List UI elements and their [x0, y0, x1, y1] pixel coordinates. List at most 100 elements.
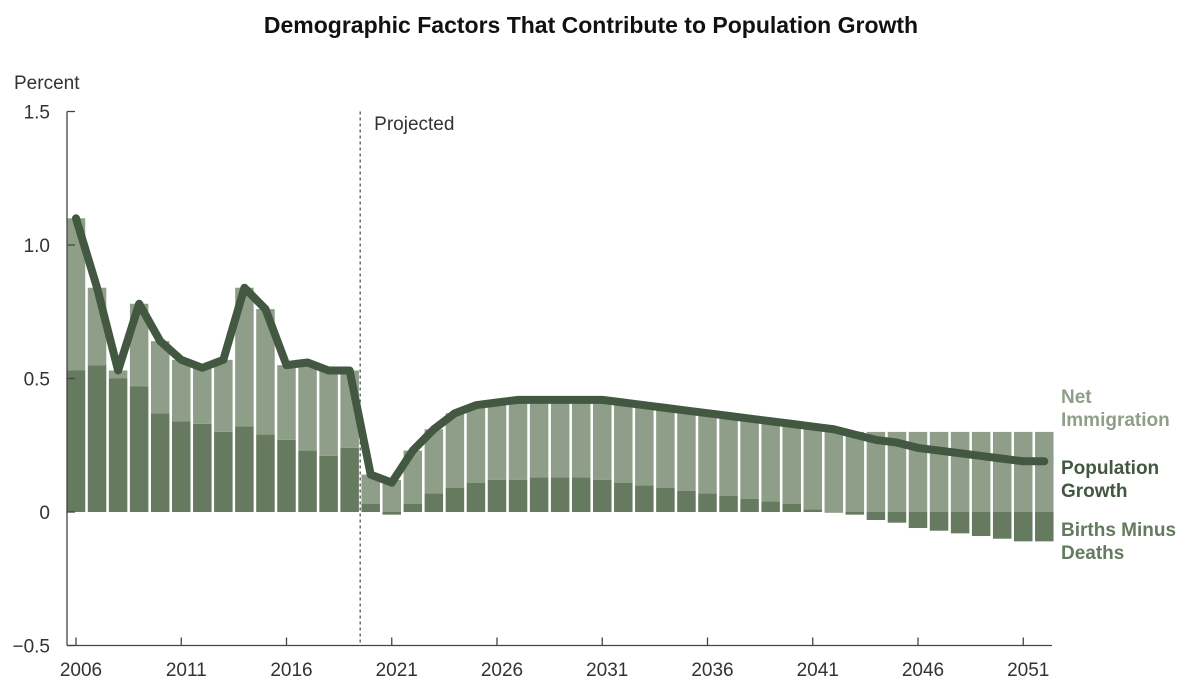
bar-net-immigration-2027 — [508, 399, 528, 480]
y-axis-label: Percent — [14, 73, 80, 94]
legend-births-minus-deaths-line: Deaths — [1061, 543, 1124, 564]
bar-births-minus-deaths-2030 — [571, 477, 591, 512]
bar-births-minus-deaths-2027 — [508, 479, 528, 512]
x-tick-label: 2011 — [166, 660, 207, 681]
bar-net-immigration-2045 — [887, 431, 907, 512]
legend-net-immigration: Net Immigration — [1061, 387, 1170, 431]
bar-net-immigration-2010 — [150, 341, 170, 414]
bar-net-immigration-2034 — [656, 407, 675, 488]
bar-births-minus-deaths-2011 — [172, 421, 191, 512]
x-tick-label: 2026 — [481, 660, 523, 681]
bar-net-immigration-2014 — [235, 287, 254, 427]
bar-births-minus-deaths-2023 — [424, 493, 444, 512]
bar-births-minus-deaths-2039 — [761, 501, 780, 512]
x-tick-label: 2016 — [270, 660, 312, 681]
bar-net-immigration-2042 — [824, 431, 844, 512]
projection-label: Projected — [374, 114, 454, 135]
legend-net-immigration-line: Immigration — [1061, 410, 1170, 431]
legend-population-growth-line: Growth — [1061, 481, 1128, 502]
bar-births-minus-deaths-2018 — [319, 455, 338, 512]
bar-net-immigration-2040 — [782, 423, 801, 504]
bar-net-immigration-2029 — [550, 399, 570, 478]
y-tick-label: −0.5 — [12, 637, 50, 658]
legend-group: Net Immigration Population Growth Births Min… — [1061, 387, 1176, 564]
bar-births-minus-deaths-2032 — [614, 482, 633, 512]
x-tick-label: 2006 — [60, 660, 102, 681]
legend-population-growth: Population Growth — [1061, 458, 1159, 502]
bar-net-immigration-2052 — [1035, 431, 1054, 512]
bar-births-minus-deaths-2047 — [929, 512, 949, 531]
bar-births-minus-deaths-2048 — [950, 512, 970, 534]
projection-group: Projected — [359, 111, 454, 646]
bar-births-minus-deaths-2050 — [992, 512, 1012, 539]
bar-births-minus-deaths-2007 — [87, 365, 107, 512]
bar-births-minus-deaths-2049 — [971, 512, 991, 537]
bar-net-immigration-2051 — [1014, 431, 1033, 512]
bar-net-immigration-2024 — [445, 413, 465, 488]
bar-net-immigration-2031 — [593, 399, 612, 480]
bar-births-minus-deaths-2045 — [887, 512, 907, 523]
y-tick-label: 1.0 — [24, 236, 50, 257]
bar-net-immigration-2006 — [66, 218, 86, 371]
bar-net-immigration-2023 — [424, 429, 444, 494]
y-tick-label: 0 — [39, 503, 50, 524]
bar-net-immigration-2025 — [466, 405, 486, 483]
bar-net-immigration-2028 — [529, 399, 549, 478]
y-tick-label: 1.5 — [24, 103, 50, 124]
bar-net-immigration-2035 — [677, 410, 696, 491]
bar-births-minus-deaths-2038 — [740, 498, 759, 512]
bar-births-minus-deaths-2015 — [256, 434, 275, 512]
bar-births-minus-deaths-2036 — [698, 493, 717, 512]
axes-group: 1.5 1.0 0.5 0 −0.5 2006 2011 2016 2021 2026 2031 20… — [12, 103, 1052, 681]
bar-net-immigration-2032 — [614, 402, 633, 483]
bar-births-minus-deaths-2024 — [445, 487, 465, 512]
x-tick-label: 2041 — [797, 660, 839, 681]
x-tick-label: 2036 — [691, 660, 733, 681]
bar-net-immigration-2048 — [950, 431, 970, 512]
bar-births-minus-deaths-2026 — [487, 479, 507, 512]
bar-net-immigration-2016 — [277, 365, 296, 440]
bar-births-minus-deaths-2052 — [1035, 512, 1054, 542]
bar-net-immigration-2044 — [866, 431, 886, 512]
bar-births-minus-deaths-2020 — [361, 503, 380, 512]
bar-births-minus-deaths-2034 — [656, 487, 675, 512]
bar-births-minus-deaths-2051 — [1014, 512, 1033, 542]
bar-net-immigration-2026 — [487, 402, 507, 480]
x-tick-label: 2031 — [586, 660, 628, 681]
bar-births-minus-deaths-2041 — [803, 509, 822, 512]
bar-net-immigration-2008 — [108, 370, 128, 379]
bar-net-immigration-2049 — [971, 431, 991, 512]
line-group — [72, 214, 1049, 487]
population-growth-line — [72, 214, 1049, 487]
bar-net-immigration-2011 — [172, 359, 191, 422]
bar-births-minus-deaths-2021 — [382, 512, 401, 515]
bar-births-minus-deaths-2046 — [908, 512, 928, 529]
bar-births-minus-deaths-2012 — [193, 423, 212, 512]
bars-group — [66, 218, 1054, 542]
bar-net-immigration-2020 — [361, 474, 380, 504]
bar-births-minus-deaths-2014 — [235, 426, 254, 512]
bar-net-immigration-2015 — [256, 309, 275, 435]
bar-net-immigration-2036 — [698, 413, 717, 494]
bar-births-minus-deaths-2016 — [277, 439, 296, 512]
bar-net-immigration-2037 — [719, 415, 738, 496]
y-tick-label: 0.5 — [24, 370, 50, 391]
bar-births-minus-deaths-2035 — [677, 490, 696, 512]
bar-births-minus-deaths-2017 — [298, 450, 317, 512]
bar-births-minus-deaths-2043 — [845, 512, 865, 515]
bar-births-minus-deaths-2029 — [550, 477, 570, 512]
bar-births-minus-deaths-2025 — [466, 482, 486, 512]
bar-births-minus-deaths-2033 — [635, 485, 654, 512]
x-tick-label: 2021 — [376, 660, 418, 681]
bar-net-immigration-2021 — [382, 479, 401, 512]
bar-net-immigration-2013 — [214, 359, 233, 432]
bar-net-immigration-2039 — [761, 421, 780, 502]
bar-net-immigration-2047 — [929, 431, 949, 512]
chart-title: Demographic Factors That Contribute to P… — [264, 12, 918, 38]
bar-births-minus-deaths-2009 — [129, 386, 149, 512]
legend-population-growth-line: Population — [1061, 458, 1159, 479]
bar-births-minus-deaths-2022 — [403, 503, 423, 512]
bar-births-minus-deaths-2042 — [824, 512, 844, 513]
